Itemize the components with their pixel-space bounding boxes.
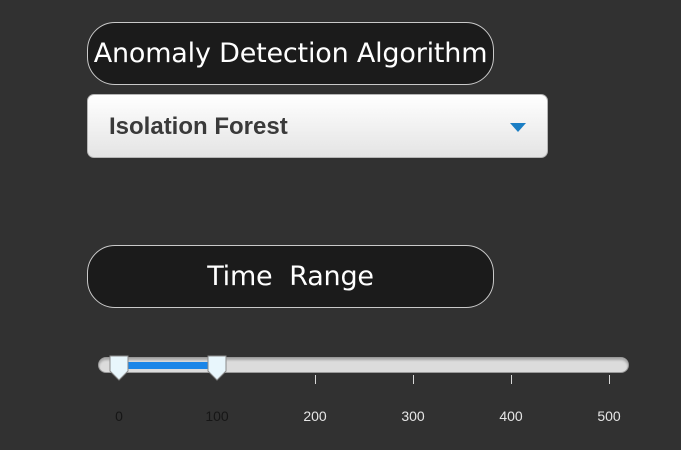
slider-tick-label: 500	[597, 408, 621, 424]
slider-tick-label: 100	[205, 408, 229, 424]
slider-tick-mark	[413, 375, 414, 384]
slider-tick-label: 0	[115, 408, 123, 424]
slider-tick-mark	[511, 375, 512, 384]
slider-tick-label: 200	[303, 408, 327, 424]
slider-tick-label: 300	[401, 408, 425, 424]
slider-track[interactable]	[98, 357, 629, 373]
slider-tick-label: 400	[499, 408, 523, 424]
algorithm-label: Anomaly Detection Algorithm	[87, 22, 494, 85]
slider-tick-mark	[609, 375, 610, 384]
slider-tick-mark	[315, 375, 316, 384]
algorithm-selected-value: Isolation Forest	[109, 113, 288, 140]
slider-handle-icon	[109, 355, 129, 381]
slider-handle-high[interactable]	[206, 355, 228, 381]
slider-handle-icon	[207, 355, 227, 381]
algorithm-dropdown[interactable]: Isolation Forest	[87, 94, 548, 158]
caret-down-icon	[510, 123, 526, 132]
slider-selected-range	[119, 362, 217, 369]
time-range-label: Time Range	[87, 245, 494, 308]
slider-handle-low[interactable]	[108, 355, 130, 381]
time-range-slider[interactable]	[98, 355, 631, 381]
